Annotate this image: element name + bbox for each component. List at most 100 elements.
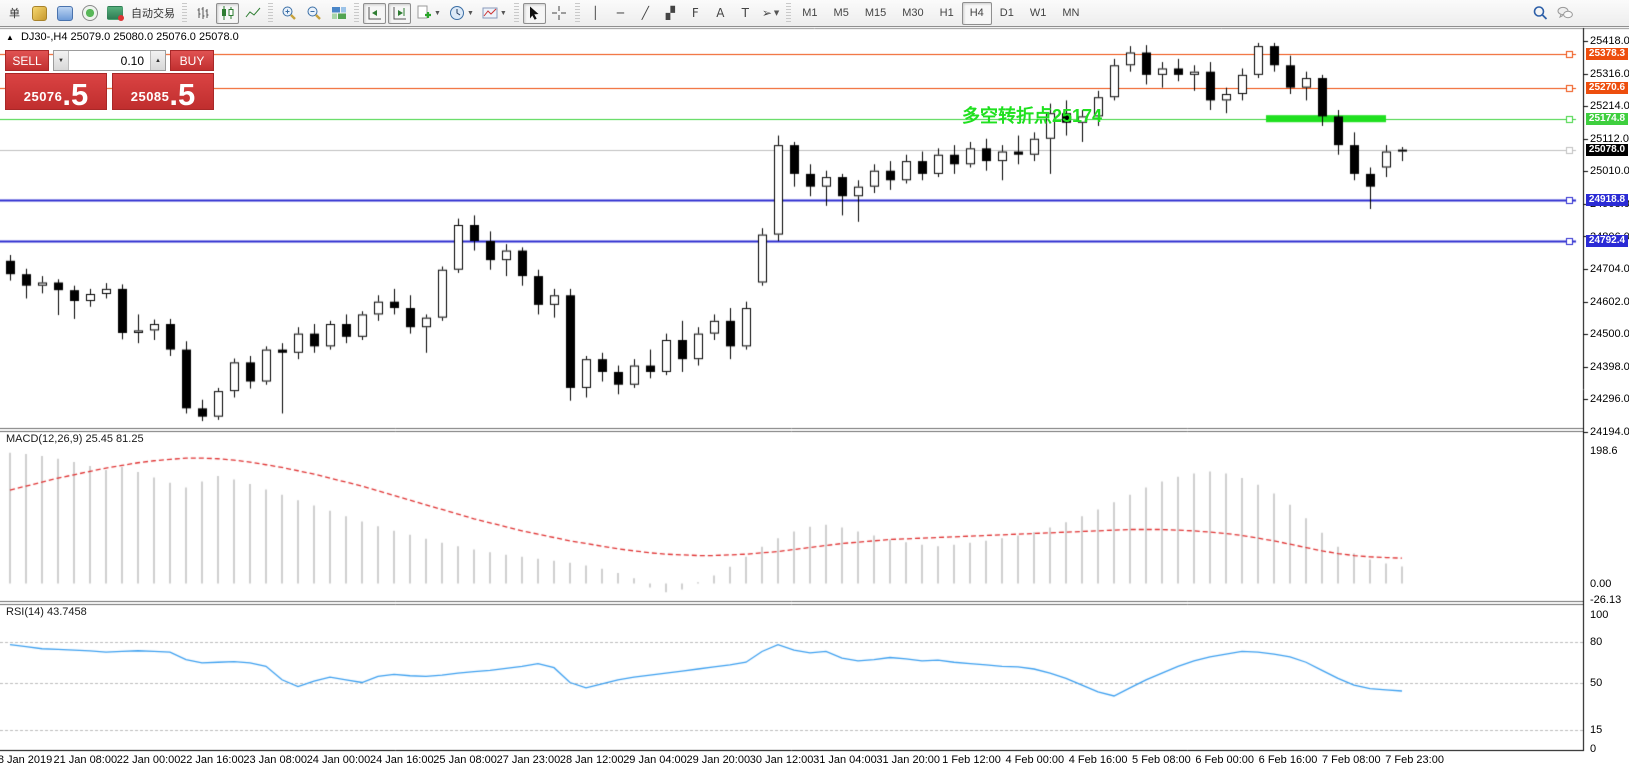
sell-button[interactable]: SELL	[5, 50, 49, 71]
buy-price-main: 25085	[130, 89, 170, 104]
zoom-in-button[interactable]	[277, 3, 300, 24]
sell-price-display[interactable]: 25076.5	[5, 73, 107, 110]
buy-price-display[interactable]: 25085.5	[112, 73, 214, 110]
timeframe-H4[interactable]: H4	[961, 1, 992, 25]
timeframe-M5[interactable]: M5	[833, 7, 849, 19]
buy-label: BUY	[179, 53, 205, 68]
time-tick-label: 24 Jan 00:00	[306, 754, 371, 766]
templates-button[interactable]: ▼	[479, 3, 510, 24]
market-button[interactable]	[103, 3, 126, 24]
time-tick-label: 30 Jan 12:00	[749, 754, 814, 766]
chart-shift-button[interactable]	[363, 2, 386, 24]
line-chart-button[interactable]	[241, 3, 264, 24]
price-tick-label: 24194.0	[1590, 426, 1629, 438]
indicator-scale-label: 100	[1590, 609, 1609, 621]
arrows-tool-button[interactable]: ➢ ▼	[759, 3, 782, 24]
sell-label: SELL	[12, 53, 42, 68]
time-tick-label: 4 Feb 16:00	[1068, 754, 1128, 766]
timeframe-M15[interactable]: M15	[864, 7, 887, 19]
new-order-button[interactable]: 单	[3, 3, 26, 24]
toolbar-separator	[268, 3, 273, 23]
label-tool-icon: T	[741, 6, 749, 20]
timeframe-D1[interactable]: D1	[999, 7, 1014, 19]
new-chart-button[interactable]	[28, 3, 51, 24]
timeframe-H1[interactable]: H1	[939, 7, 954, 19]
cursor-icon	[530, 6, 539, 20]
time-tick-label: 7 Feb 08:00	[1321, 754, 1381, 766]
tile-windows-button[interactable]	[327, 3, 350, 24]
auto-scroll-button[interactable]	[388, 2, 411, 24]
one-click-trade-panel: SELL ▼ 0.10 ▲ BUY 25076.5 25085.5	[5, 50, 214, 110]
indicator-scale-label: 80	[1590, 636, 1603, 648]
volume-control: ▼ 0.10 ▲	[53, 50, 166, 71]
sell-price-frac: .5	[62, 76, 89, 112]
price-badge: 24918.8	[1586, 194, 1628, 207]
price-tick-label: 24500.0	[1590, 328, 1629, 341]
rsi-label: RSI(14) 43.7458	[6, 606, 87, 618]
label-tool-button[interactable]: T	[734, 3, 757, 24]
timeframe-MN[interactable]: MN	[1062, 7, 1080, 19]
dropdown-caret-icon: ▼	[773, 9, 780, 17]
timeframe-M1[interactable]: M1	[802, 7, 818, 19]
time-tick-label: 1 Feb 12:00	[942, 754, 1001, 766]
equidistant-channel-icon: ▞	[665, 6, 675, 20]
volume-decrease-button[interactable]: ▼	[54, 51, 69, 70]
price-tick-label: 25418.0	[1590, 35, 1629, 47]
time-tick-label: 22 Jan 16:00	[180, 754, 244, 766]
zoom-in-icon	[282, 6, 296, 20]
indicator-scale-label: 198.6	[1590, 445, 1618, 457]
zoom-out-button[interactable]	[302, 3, 325, 24]
fibonacci-tool-button[interactable]: F	[684, 3, 707, 24]
bar-chart-button[interactable]	[191, 3, 214, 24]
time-tick-label: 4 Feb 00:00	[1005, 754, 1065, 766]
time-tick-label: 27 Jan 23:00	[496, 754, 561, 766]
time-tick-label: 22 Jan 00:00	[116, 754, 181, 766]
time-tick-label: 25 Jan 08:00	[433, 754, 497, 766]
volume-increase-button[interactable]: ▲	[150, 51, 165, 70]
clock-icon	[449, 6, 464, 20]
auto-scroll-icon	[393, 7, 406, 20]
collapse-icon[interactable]: ▲	[6, 33, 14, 42]
search-button[interactable]	[1528, 3, 1551, 24]
profiles-button[interactable]	[53, 3, 76, 24]
timeframe-M30[interactable]: M30	[902, 7, 924, 19]
crosshair-tool-button[interactable]	[548, 3, 571, 24]
indicators-button[interactable]: ▼	[413, 3, 444, 24]
horizontal-line-tool-button[interactable]: ─	[609, 3, 632, 24]
signals-button[interactable]	[78, 3, 101, 24]
dropdown-caret-icon: ▼	[434, 9, 441, 17]
price-tick-label: 25214.0	[1590, 100, 1629, 113]
dropdown-caret-icon: ▼	[466, 9, 474, 17]
indicator-scale-label: 15	[1590, 723, 1603, 736]
vertical-line-tool-button[interactable]: │	[584, 3, 607, 24]
toolbar-right-group	[1527, 3, 1577, 24]
buy-button[interactable]: BUY	[170, 50, 214, 71]
pivot-annotation-text[interactable]: 多空转折点25174	[962, 106, 1103, 126]
autotrading-button[interactable]: 自动交易	[128, 3, 178, 24]
time-tick-label: 6 Feb 00:00	[1195, 754, 1255, 766]
time-tick-label: 31 Jan 20:00	[876, 754, 940, 766]
candlestick-chart-icon	[221, 6, 233, 20]
dropdown-caret-icon: ▼	[499, 9, 507, 17]
timeframe-W1[interactable]: W1	[1029, 7, 1047, 19]
cursor-tool-button[interactable]	[522, 2, 546, 24]
price-tick-label: 24602.0	[1590, 295, 1629, 308]
sell-price-main: 25076	[23, 89, 63, 104]
trendline-tool-button[interactable]: ╱	[634, 3, 657, 24]
zoom-out-icon	[307, 6, 321, 20]
time-tick-label: 23 Jan 08:00	[243, 754, 307, 766]
toolbar-separator	[786, 3, 792, 23]
text-tool-icon: A	[716, 6, 725, 20]
indicator-scale-label: 50	[1590, 676, 1603, 689]
text-tool-button[interactable]: A	[709, 3, 732, 24]
chat-button[interactable]	[1553, 3, 1576, 24]
candlestick-chart-button[interactable]	[216, 2, 239, 24]
volume-input[interactable]: 0.10	[120, 53, 144, 68]
indicator-scale-label: 0	[1590, 743, 1597, 755]
macd-label: MACD(12,26,9) 25.45 81.25	[6, 433, 144, 445]
channel-tool-button[interactable]: ▞	[659, 3, 682, 24]
periods-button[interactable]: ▼	[446, 3, 477, 24]
symbol-header: ▲ DJ30-,H4 25079.0 25080.0 25076.0 25078…	[6, 31, 239, 43]
